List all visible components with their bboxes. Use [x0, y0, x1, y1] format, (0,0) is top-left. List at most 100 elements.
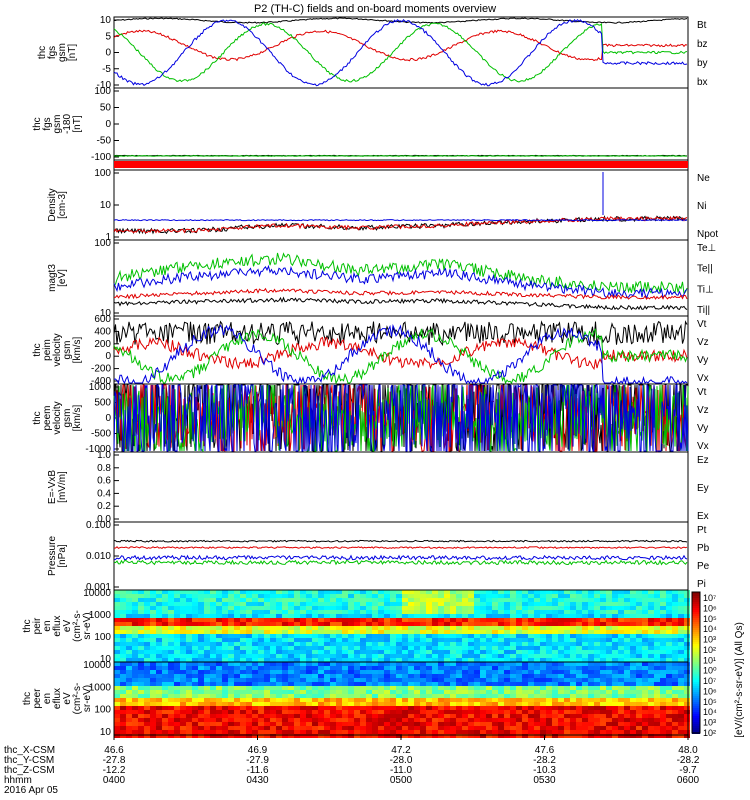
spec-cell: [534, 682, 540, 686]
spec-cell: [366, 694, 372, 698]
y-axis-label: sr-eV): [82, 612, 93, 639]
spec-cell: [312, 714, 318, 718]
spec-cell: [630, 658, 636, 662]
spec-cell: [648, 630, 654, 634]
spec-cell: [246, 602, 252, 606]
spec-cell: [252, 594, 258, 598]
spec-cell: [492, 678, 498, 682]
spec-cell: [678, 626, 684, 630]
spec-cell: [312, 610, 318, 614]
spec-cell: [648, 706, 654, 710]
spec-cell: [636, 614, 642, 618]
spec-cell: [150, 642, 156, 646]
spec-cell: [510, 638, 516, 642]
spec-cell: [240, 726, 246, 730]
spec-cell: [180, 658, 186, 662]
spec-cell: [468, 674, 474, 678]
spec-cell: [678, 678, 684, 682]
spec-cell: [408, 674, 414, 678]
spec-cell: [462, 658, 468, 662]
spec-cell: [162, 714, 168, 718]
spec-cell: [468, 622, 474, 626]
spec-cell: [162, 666, 168, 670]
spec-cell: [486, 710, 492, 714]
spec-cell: [636, 598, 642, 602]
spec-cell: [372, 610, 378, 614]
spec-cell: [456, 642, 462, 646]
spec-cell: [114, 706, 120, 710]
spec-cell: [288, 730, 294, 734]
spec-cell: [672, 606, 678, 610]
spec-cell: [186, 686, 192, 690]
spec-cell: [114, 722, 120, 726]
spec-cell: [540, 614, 546, 618]
x-tick-time: 0530: [533, 775, 556, 786]
spec-cell: [642, 602, 648, 606]
spec-cell: [276, 718, 282, 722]
spec-cell: [498, 730, 504, 734]
spec-cell: [336, 590, 342, 594]
spec-cell: [606, 650, 612, 654]
spec-cell: [384, 642, 390, 646]
spec-cell: [618, 646, 624, 650]
spec-cell: [684, 702, 690, 706]
spec-cell: [408, 602, 414, 606]
spec-cell: [246, 598, 252, 602]
x-tick-time: 0500: [390, 775, 413, 786]
spec-cell: [468, 658, 474, 662]
spec-cell: [384, 670, 390, 674]
spec-cell: [240, 702, 246, 706]
spec-cell: [540, 734, 546, 738]
spec-cell: [132, 718, 138, 722]
spec-cell: [438, 706, 444, 710]
spec-cell: [618, 690, 624, 694]
spec-cell: [132, 694, 138, 698]
spec-cell: [672, 698, 678, 702]
spec-cell: [408, 610, 414, 614]
spec-cell: [420, 726, 426, 730]
spec-cell: [558, 590, 564, 594]
spec-cell: [258, 638, 264, 642]
spec-cell: [486, 718, 492, 722]
y-tick-label: -1000: [85, 444, 111, 455]
spec-cell: [144, 590, 150, 594]
spec-cell: [300, 658, 306, 662]
y-tick-label: 10: [100, 15, 112, 26]
spec-cell: [162, 710, 168, 714]
spec-cell: [492, 622, 498, 626]
spec-cell: [678, 690, 684, 694]
spec-cell: [612, 722, 618, 726]
spec-cell: [360, 646, 366, 650]
spec-cell: [306, 718, 312, 722]
spec-cell: [348, 630, 354, 634]
spec-cell: [582, 606, 588, 610]
spec-cell: [546, 598, 552, 602]
spec-cell: [654, 630, 660, 634]
spec-cell: [606, 634, 612, 638]
spec-cell: [150, 602, 156, 606]
spec-cell: [678, 686, 684, 690]
spec-cell: [582, 654, 588, 658]
spec-cell: [636, 718, 642, 722]
spec-cell: [228, 618, 234, 622]
spec-cell: [204, 622, 210, 626]
spec-cell: [672, 722, 678, 726]
spec-cell: [312, 698, 318, 702]
spec-cell: [114, 618, 120, 622]
spec-cell: [144, 614, 150, 618]
y-tick-label: 0: [105, 119, 111, 130]
spec-cell: [396, 622, 402, 626]
spec-cell: [312, 618, 318, 622]
spec-cell: [606, 722, 612, 726]
spec-cell: [462, 622, 468, 626]
spec-cell: [390, 618, 396, 622]
spec-cell: [510, 690, 516, 694]
spec-cell: [426, 718, 432, 722]
spec-cell: [366, 666, 372, 670]
spec-cell: [576, 710, 582, 714]
spec-cell: [396, 602, 402, 606]
spec-cell: [402, 730, 408, 734]
spec-cell: [606, 666, 612, 670]
spec-cell: [324, 662, 330, 666]
spec-cell: [396, 626, 402, 630]
